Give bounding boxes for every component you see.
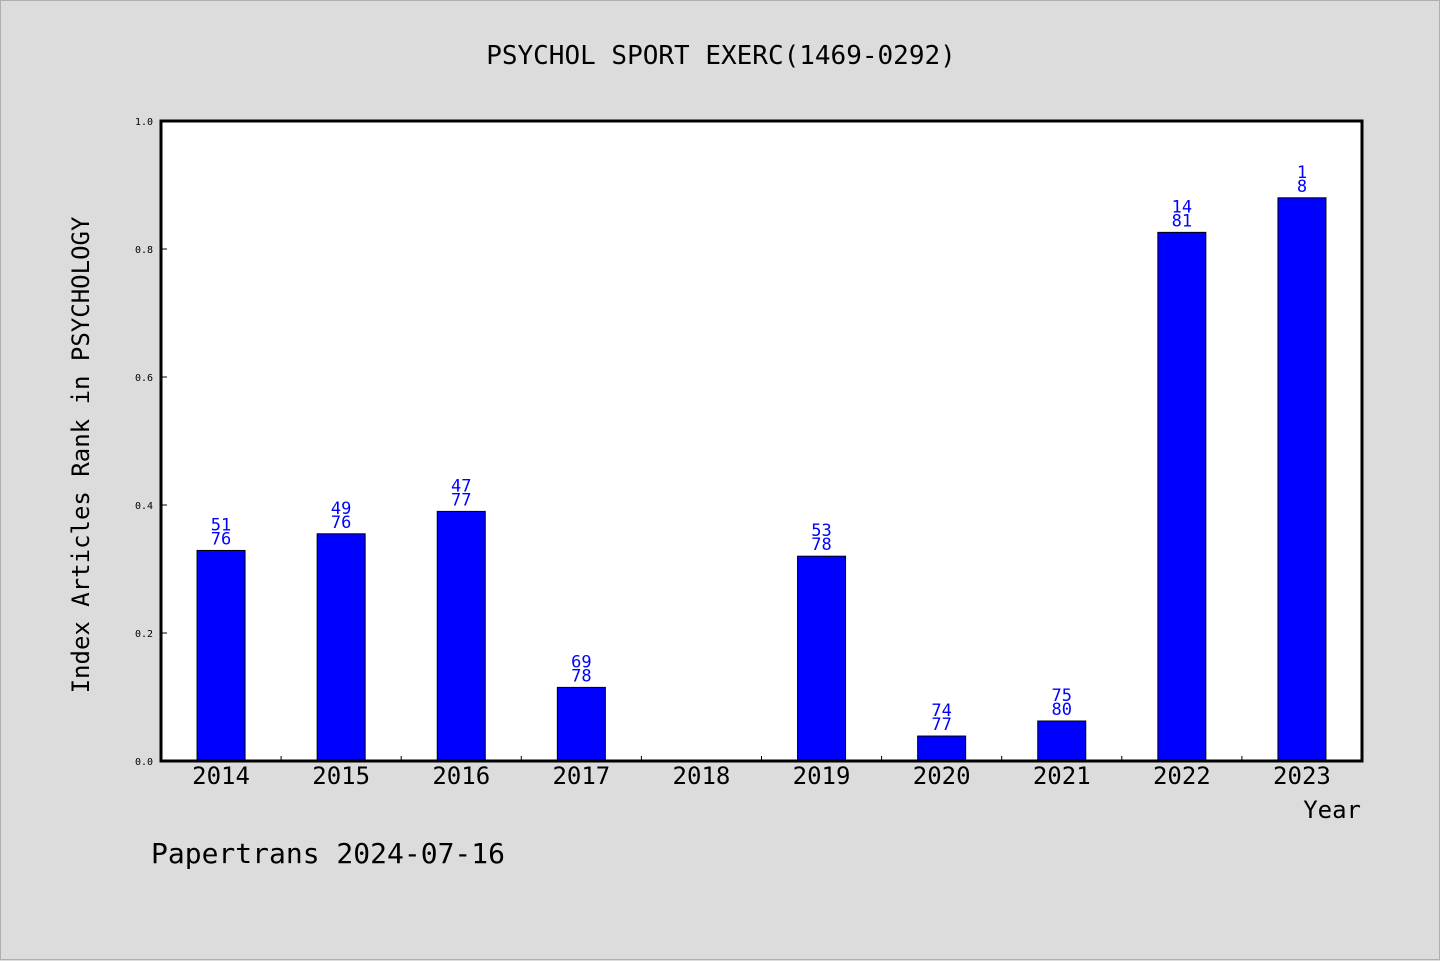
data-label-total: 76 xyxy=(331,513,351,533)
x-tick-label: 2017 xyxy=(552,762,610,790)
x-tick-label: 2019 xyxy=(793,762,851,790)
data-label-rank: 14 xyxy=(1172,197,1192,217)
x-tick-label: 2014 xyxy=(192,762,250,790)
y-tick-label: 0.0 xyxy=(135,757,153,768)
data-label-total: 80 xyxy=(1052,700,1072,720)
chart-marks: 0.00.20.40.60.81.02014517620154976201647… xyxy=(135,117,1331,790)
x-tick-label: 2022 xyxy=(1153,762,1211,790)
data-label-total: 77 xyxy=(931,715,951,735)
data-label-total: 8 xyxy=(1297,177,1307,197)
data-label-rank: 53 xyxy=(811,521,831,541)
data-label-rank: 51 xyxy=(211,515,231,535)
data-label-rank: 49 xyxy=(331,499,351,519)
bar xyxy=(797,555,847,762)
x-tick-label: 2018 xyxy=(673,762,731,790)
y-tick-label: 0.6 xyxy=(135,373,153,384)
data-label-total: 77 xyxy=(451,490,471,510)
bar xyxy=(1037,720,1087,762)
data-label-rank: 75 xyxy=(1052,686,1072,706)
data-label-rank: 1 xyxy=(1297,163,1307,183)
chart-title: PSYCHOL SPORT EXERC(1469-0292) xyxy=(486,41,956,71)
x-tick-label: 2023 xyxy=(1273,762,1331,790)
x-axis-label: Year xyxy=(1303,796,1361,824)
y-tick-label: 1.0 xyxy=(135,117,153,128)
data-label-rank: 74 xyxy=(931,701,951,721)
x-tick-label: 2015 xyxy=(312,762,370,790)
x-tick-label: 2020 xyxy=(913,762,971,790)
bar xyxy=(556,686,606,762)
bar xyxy=(316,533,366,762)
bar xyxy=(196,549,246,762)
bar xyxy=(436,510,486,762)
data-label-total: 78 xyxy=(811,535,831,555)
bar xyxy=(1157,231,1207,762)
y-tick-label: 0.4 xyxy=(135,501,153,512)
bar xyxy=(1277,197,1327,762)
data-label-total: 76 xyxy=(211,529,231,549)
data-label-rank: 47 xyxy=(451,476,471,496)
bar xyxy=(917,735,967,762)
data-label-total: 78 xyxy=(571,666,591,686)
data-label-rank: 69 xyxy=(571,652,591,672)
y-tick-label: 0.8 xyxy=(135,245,153,256)
x-tick-label: 2016 xyxy=(432,762,490,790)
x-tick-label: 2021 xyxy=(1033,762,1091,790)
y-axis-label: Index Articles Rank in PSYCHOLOGY xyxy=(67,216,95,693)
plot-frame xyxy=(159,119,1364,763)
footer-text: Papertrans 2024-07-16 xyxy=(151,837,505,870)
y-tick-label: 0.2 xyxy=(135,629,153,640)
data-label-total: 81 xyxy=(1172,211,1192,231)
